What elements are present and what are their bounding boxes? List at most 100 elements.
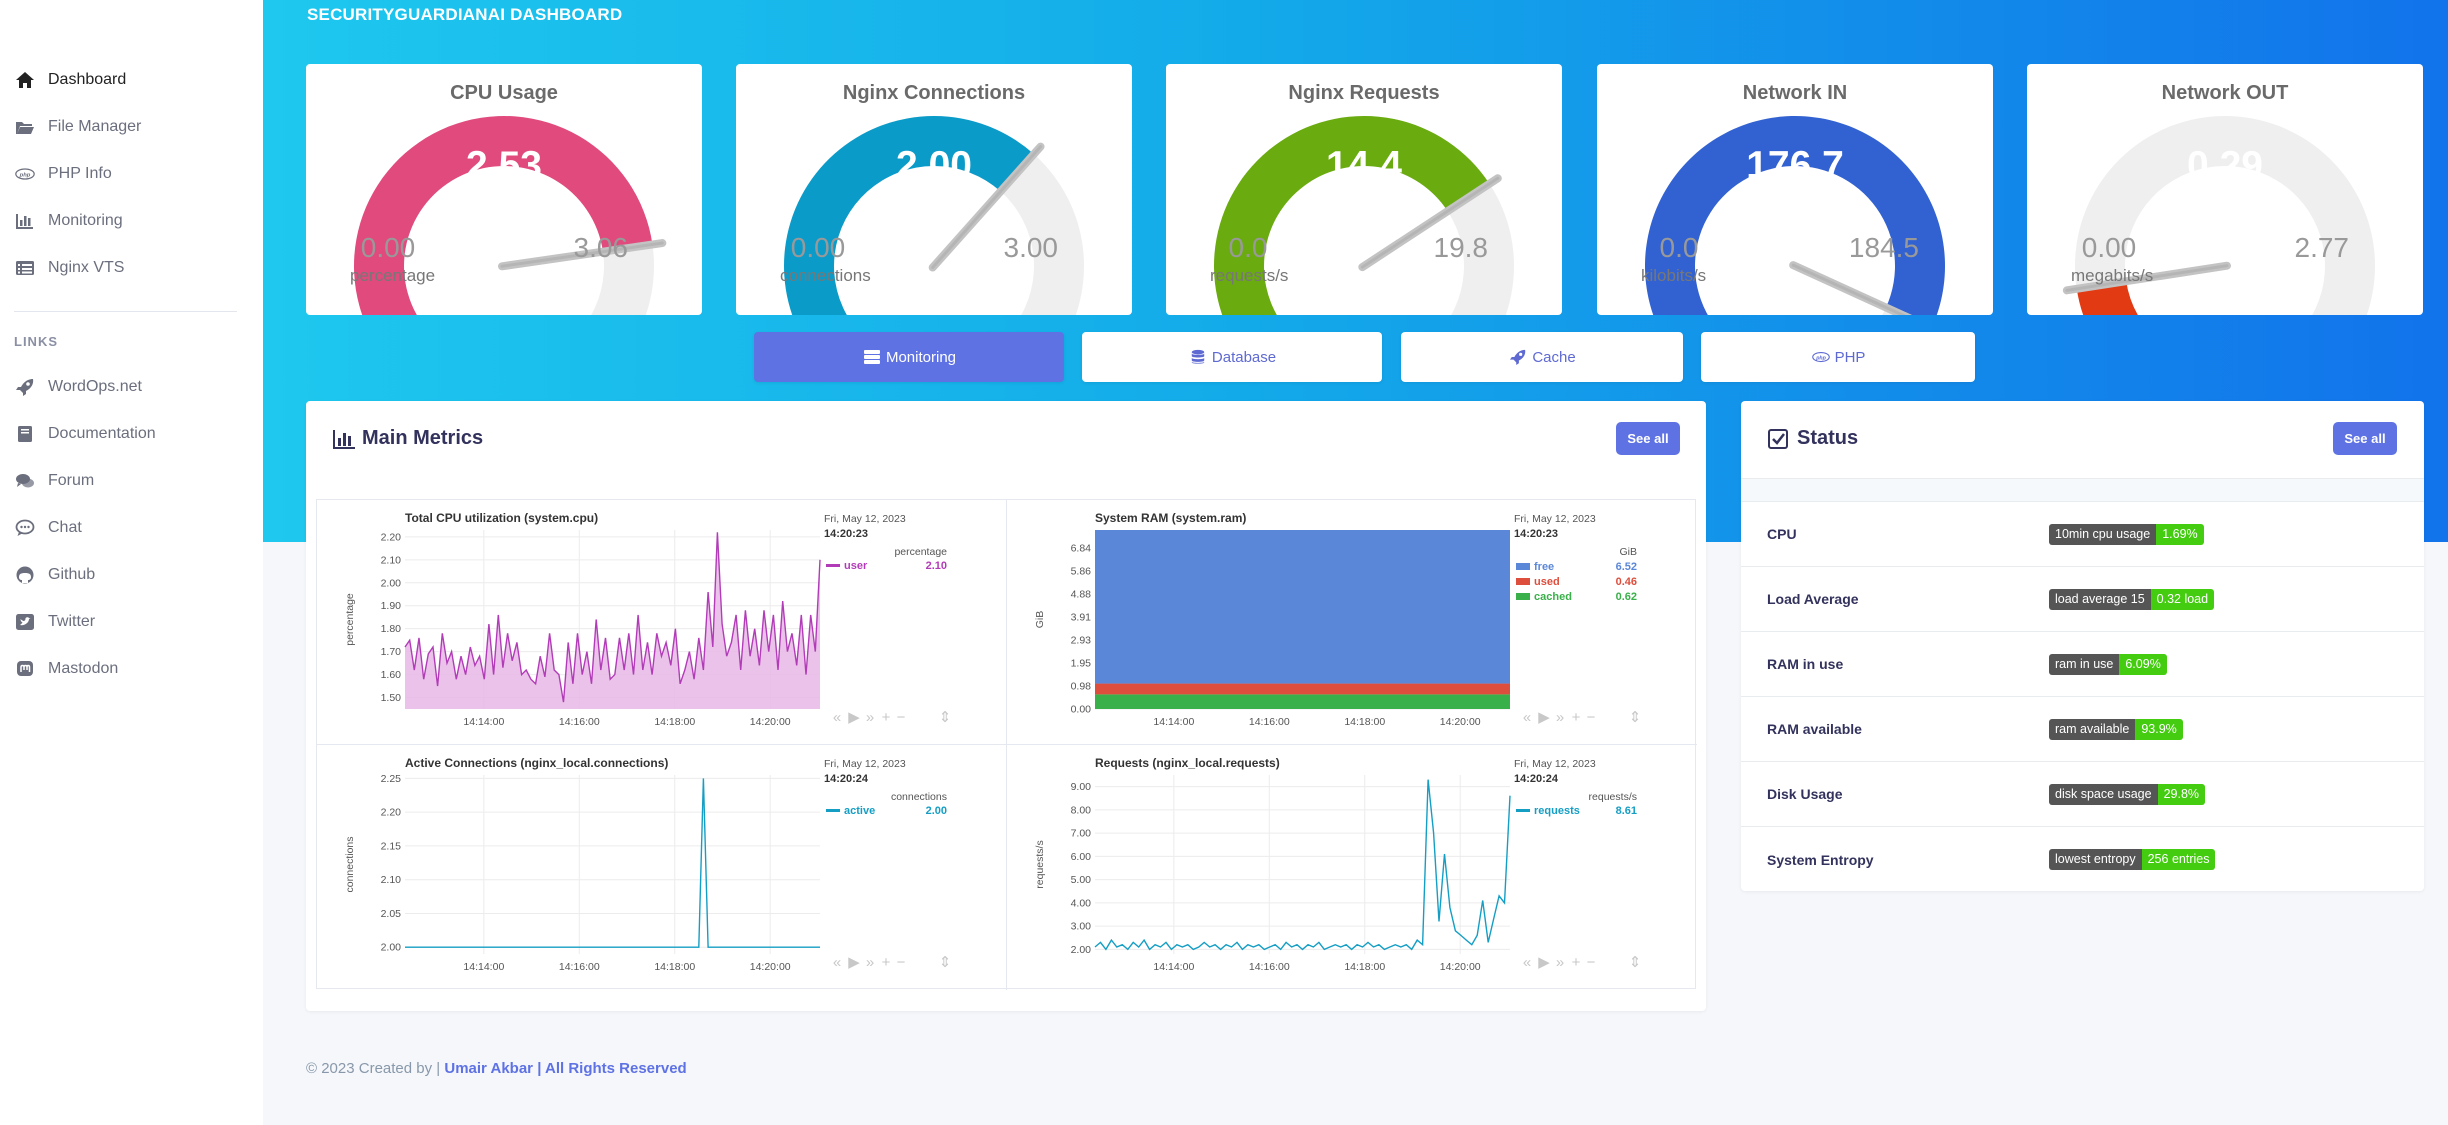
pan-left-icon[interactable]: « <box>1523 954 1531 971</box>
chart-title: System RAM (system.ram) <box>1095 511 1246 525</box>
x-tick-label: 14:18:00 <box>1344 716 1385 728</box>
status-title: Status <box>1767 427 1858 450</box>
gauge-title: Network OUT <box>2162 82 2289 104</box>
zoom-out-icon[interactable]: − <box>897 709 906 726</box>
chart-title: Active Connections (nginx_local.connecti… <box>405 756 668 770</box>
pan-right-icon[interactable]: » <box>866 954 874 971</box>
sidebar-link-documentation[interactable]: Documentation <box>0 410 263 457</box>
sidebar-link-wordops-net[interactable]: WordOps.net <box>0 363 263 410</box>
status-see-all-button[interactable]: See all <box>2333 422 2397 455</box>
chat-icon <box>14 518 36 538</box>
gauge-title: Network IN <box>1743 82 1847 104</box>
zoom-out-icon[interactable]: − <box>897 954 906 971</box>
pan-right-icon[interactable]: » <box>866 709 874 726</box>
comments-icon <box>14 471 36 491</box>
gauge-fill <box>1645 116 1945 315</box>
resize-icon[interactable]: ⇕ <box>1629 954 1642 971</box>
status-label: RAM in use <box>1767 656 1844 672</box>
y-tick-label: 2.00 <box>1071 944 1092 956</box>
pan-left-icon[interactable]: « <box>833 709 841 726</box>
metrics-see-all-button[interactable]: See all <box>1616 422 1680 455</box>
zoom-out-icon[interactable]: − <box>1587 709 1596 726</box>
x-tick-label: 14:14:00 <box>1153 716 1194 728</box>
y-tick-label: 2.00 <box>381 577 402 589</box>
y-tick-label: 0.00 <box>1071 704 1092 716</box>
zoom-in-icon[interactable]: + <box>882 954 891 971</box>
gauge-unit: percentage <box>350 266 435 285</box>
rocket-icon <box>1508 349 1528 365</box>
legend-series-name: requests <box>1534 805 1580 817</box>
pan-right-icon[interactable]: » <box>1556 954 1564 971</box>
bar-chart-icon <box>332 428 356 450</box>
cpu-chart-cell: 2.20 2.10 2.00 1.90 1.80 1.70 1.60 1.50 14:14:00… <box>317 500 1007 745</box>
zoom-in-icon[interactable]: + <box>1572 709 1581 726</box>
status-badge-value: 1.69% <box>2156 523 2204 545</box>
gauge-value: 2.00 <box>896 144 972 187</box>
sidebar-link-forum[interactable]: Forum <box>0 457 263 504</box>
gauge-min: 0.00 <box>2082 232 2137 263</box>
github-icon <box>14 565 36 585</box>
sidebar-item-monitoring[interactable]: Monitoring <box>0 197 263 244</box>
zoom-out-icon[interactable]: − <box>1587 954 1596 971</box>
play-icon[interactable]: ▶ <box>1538 954 1550 971</box>
status-badge-value: 0.32 load <box>2150 588 2215 610</box>
gauge-unit: connections <box>780 266 871 285</box>
sidebar-item-nginx-vts[interactable]: Nginx VTS <box>0 244 263 291</box>
status-label: System Entropy <box>1767 851 1874 868</box>
legend-swatch <box>1516 578 1530 585</box>
tab-cache[interactable]: Cache <box>1401 332 1683 382</box>
sidebar-link-twitter[interactable]: Twitter <box>0 598 263 645</box>
resize-icon[interactable]: ⇕ <box>939 709 952 726</box>
legend-swatch <box>1516 593 1530 600</box>
sidebar-item-label: Monitoring <box>48 211 123 229</box>
sidebar-link-mastodon[interactable]: Mastodon <box>0 645 263 692</box>
y-tick-label: 1.95 <box>1071 658 1092 670</box>
resize-icon[interactable]: ⇕ <box>939 954 952 971</box>
tab-database[interactable]: Database <box>1082 332 1382 382</box>
sidebar-item-dashboard[interactable]: Dashboard <box>0 56 263 103</box>
area-free <box>1095 530 1510 684</box>
tab-php[interactable]: php PHP <box>1701 332 1975 382</box>
y-tick-label: 5.86 <box>1071 565 1092 577</box>
y-tick-label: 2.20 <box>381 531 402 543</box>
y-tick-label: 1.80 <box>381 623 402 635</box>
play-icon[interactable]: ▶ <box>1538 709 1550 726</box>
status-row: Disk Usage disk space usage 29.8% <box>1741 762 2424 827</box>
gauge-unit: requests/s <box>1210 266 1288 285</box>
sidebar-link-github[interactable]: Github <box>0 551 263 598</box>
gauge-max: 3.00 <box>1004 232 1059 263</box>
legend-series-name: user <box>844 560 868 572</box>
gauge-needle-core <box>931 145 1043 269</box>
pan-left-icon[interactable]: « <box>833 954 841 971</box>
resize-icon[interactable]: ⇕ <box>1629 709 1642 726</box>
x-tick-label: 14:20:00 <box>750 961 791 973</box>
sidebar-item-php-info[interactable]: php PHP Info <box>0 150 263 197</box>
zoom-in-icon[interactable]: + <box>882 709 891 726</box>
legend-unit: GiB <box>1619 546 1637 558</box>
status-table-header <box>1741 478 2424 502</box>
gauge-track <box>2075 116 2375 315</box>
legend-unit: percentage <box>894 546 947 558</box>
gauge-card-network-out: Network OUT 0.29 0.00 2.77 megabits/s <box>2027 64 2423 315</box>
legend-series-name: used <box>1534 576 1560 588</box>
gauge-needle-core <box>500 241 664 268</box>
legend-series-value: 0.46 <box>1616 576 1637 588</box>
y-tick-label: 2.15 <box>381 840 402 852</box>
y-tick-label: 2.20 <box>381 807 402 819</box>
status-table: CPU 10min cpu usage 1.69% Load Average l… <box>1741 478 2424 892</box>
legend-swatch <box>1516 809 1530 812</box>
y-tick-label: 8.00 <box>1071 804 1092 816</box>
pan-left-icon[interactable]: « <box>1523 709 1531 726</box>
sidebar-link-chat[interactable]: Chat <box>0 504 263 551</box>
legend-unit: connections <box>891 791 947 803</box>
tab-monitoring[interactable]: Monitoring <box>754 332 1064 382</box>
pan-right-icon[interactable]: » <box>1556 709 1564 726</box>
footer-author-link[interactable]: Umair Akbar | All Rights Reserved <box>444 1060 687 1077</box>
sidebar-item-file-manager[interactable]: File Manager <box>0 103 263 150</box>
zoom-in-icon[interactable]: + <box>1572 954 1581 971</box>
status-label: Disk Usage <box>1767 786 1843 802</box>
legend-series-name: cached <box>1534 591 1572 603</box>
gauge-max: 19.8 <box>1434 232 1489 263</box>
play-icon[interactable]: ▶ <box>848 954 860 971</box>
play-icon[interactable]: ▶ <box>848 709 860 726</box>
